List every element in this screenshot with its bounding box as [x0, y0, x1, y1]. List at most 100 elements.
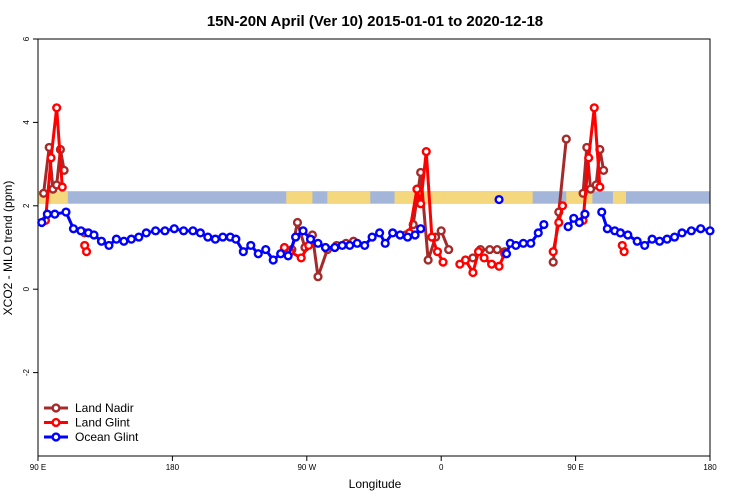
- ocean-glint-point: [218, 232, 228, 242]
- ocean-glint-point: [337, 240, 347, 251]
- land-glint-point: [473, 247, 484, 257]
- ocean-glint-point: [632, 236, 642, 246]
- ocean-glint-point: [238, 247, 248, 257]
- ocean-glint-point: [261, 244, 271, 255]
- ocean-glint-point: [367, 232, 377, 242]
- land-glint-point: [619, 247, 629, 257]
- ocean-glint-point: [126, 234, 136, 244]
- ocean-glint-point: [501, 249, 512, 259]
- land-nadir-point: [292, 217, 303, 228]
- ocean-glint-point: [141, 228, 151, 238]
- y-tick-label: 0: [22, 286, 31, 291]
- land-glint-point: [57, 182, 67, 192]
- land-glint-point: [460, 255, 471, 265]
- land-glint-point: [479, 253, 489, 263]
- x-tick-label: 0: [439, 463, 444, 472]
- legend-swatch-marker: [51, 432, 61, 442]
- ocean-glint-point: [360, 240, 370, 251]
- ocean-glint-point: [134, 232, 144, 242]
- legend-label-land-glint: Land Glint: [75, 416, 130, 430]
- ocean-glint-point: [533, 228, 543, 238]
- ocean-glint-point: [380, 238, 390, 248]
- ocean-glint-point: [76, 226, 86, 236]
- ocean-glint-point: [119, 236, 129, 246]
- ocean-glint-point: [416, 224, 426, 234]
- x-tick-label: 90 W: [297, 463, 316, 472]
- ocean-glint-point: [169, 224, 179, 234]
- legend-swatch-marker: [51, 403, 61, 413]
- ocean-glint-point: [388, 228, 398, 238]
- legend-swatch-marker: [51, 417, 61, 428]
- land-glint-point: [412, 184, 422, 194]
- ocean-glint-point: [305, 234, 316, 244]
- ocean-glint-point: [151, 226, 161, 236]
- ocean-glint-point: [375, 228, 385, 238]
- y-tick-label: 4: [22, 120, 31, 125]
- x-tick-label: 90 E: [30, 463, 46, 472]
- land-glint-point: [427, 232, 437, 242]
- land-glint-point: [584, 153, 594, 163]
- ocean-glint-point: [61, 207, 71, 217]
- ocean-glint-point: [298, 226, 308, 236]
- land-glint-point: [52, 103, 62, 113]
- land-glint-point: [595, 182, 605, 192]
- y-tick-label: 2: [22, 203, 31, 208]
- ocean-glint-point: [320, 242, 331, 253]
- land-glint-point: [416, 199, 426, 209]
- ocean-glint-point: [597, 207, 607, 217]
- land-nadir-point: [598, 165, 609, 175]
- ocean-glint-point: [179, 226, 189, 236]
- ocean-glint-point: [231, 234, 241, 244]
- ocean-glint-point: [677, 228, 687, 238]
- land-nadir-point: [561, 134, 571, 144]
- x-tick-label: 90 E: [567, 463, 583, 472]
- land-glint-point: [296, 253, 306, 263]
- ocean-glint-point: [705, 226, 715, 236]
- land-glint-line: [43, 106, 64, 222]
- ocean-glint-point: [569, 213, 579, 223]
- ocean-glint-point: [518, 238, 528, 248]
- ocean-glint-point: [283, 251, 293, 261]
- land-band-segment: [612, 191, 626, 204]
- land-glint-point: [432, 247, 443, 257]
- plot-area: 90 E 180 90 W 0 90 E 180 -2 0 2 4 6: [22, 36, 717, 472]
- ocean-glint-point: [37, 217, 47, 228]
- ocean-glint-point: [111, 234, 122, 244]
- land-glint-point: [548, 247, 558, 257]
- ocean-glint-point: [89, 230, 99, 240]
- legend-label-land-nadir: Land Nadir: [75, 401, 134, 415]
- land-nadir-point: [444, 244, 454, 255]
- land-band-segment: [327, 191, 371, 204]
- ocean-glint-point: [276, 249, 286, 259]
- land-nadir-point: [485, 244, 495, 255]
- land-nadir-point: [423, 255, 433, 265]
- ocean-glint-point: [696, 224, 706, 234]
- ocean-glint-point: [669, 232, 680, 242]
- ocean-glint-point: [188, 226, 198, 236]
- ocean-glint-point: [580, 209, 590, 219]
- x-tick-label: 180: [166, 463, 180, 472]
- land-glint-point: [455, 259, 465, 269]
- plot-frame: [37, 38, 711, 457]
- ocean-glint-point: [104, 240, 114, 251]
- land-nadir-point: [38, 188, 49, 198]
- ocean-glint-point: [253, 249, 263, 259]
- y-tick-label: -2: [22, 368, 31, 376]
- y-axis-label: XCO2 - MLO trend (ppm): [1, 181, 15, 316]
- land-glint-point: [554, 217, 564, 228]
- ocean-glint-point: [615, 228, 626, 238]
- land-glint-point: [557, 201, 568, 211]
- ocean-glint-point: [345, 240, 355, 251]
- ocean-glint-point: [203, 232, 213, 242]
- land-glint-line: [581, 106, 602, 222]
- chart-title: 15N-20N April (Ver 10) 2015-01-01 to 202…: [207, 13, 543, 30]
- x-axis-label: Longitude: [349, 477, 402, 491]
- y-tick-label: 6: [22, 36, 31, 41]
- land-nadir-point: [492, 244, 502, 255]
- ocean-glint-point: [210, 234, 220, 244]
- ocean-glint-point: [410, 230, 420, 240]
- ocean-glint-point: [50, 209, 60, 219]
- ocean-glint-point: [563, 222, 573, 232]
